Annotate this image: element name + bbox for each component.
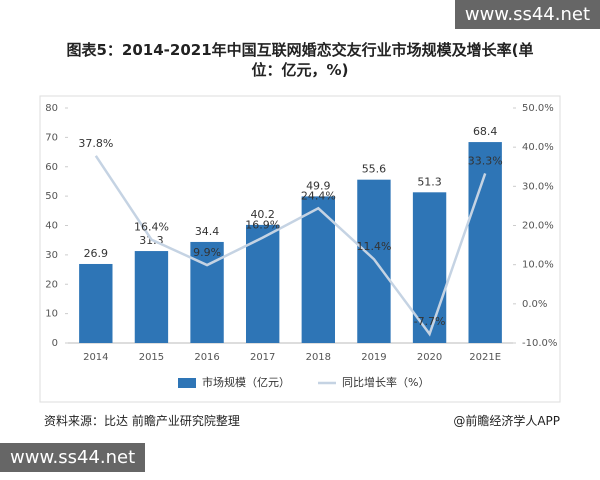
bar [79,263,113,343]
x-tick-label: 2015 [139,352,164,363]
legend-swatch [178,378,196,388]
x-tick-label: 2019 [361,352,386,363]
data-label: 11.4% [356,240,391,253]
x-tick-label: 2018 [306,352,331,363]
y2-tick-label: 50.0% [522,103,554,114]
chart-title: 图表5：2014-2021年中国互联网婚恋交友行业市场规模及增长率(单位：亿元，… [66,41,534,79]
data-label: 37.8% [78,137,113,150]
x-tick-label: 2020 [417,352,442,363]
bar [246,224,280,343]
y2-tick-label: -10.0% [522,338,557,349]
x-tick-label: 2021E [469,352,501,363]
data-label: 68.4 [473,125,498,138]
bar [301,196,335,343]
bar [357,179,391,343]
legend-label: 同比增长率（%） [342,375,429,389]
bar [468,142,502,343]
y2-tick-label: 0.0% [522,299,547,310]
legend-label: 市场规模（亿元） [202,375,290,389]
y-tick-label: 30 [45,250,58,261]
data-label: 49.9 [306,179,331,192]
x-tick-label: 2014 [83,352,108,363]
data-label: 26.9 [84,247,109,260]
y2-tick-label: 10.0% [522,260,554,271]
data-label: -7.7% [414,315,446,328]
y2-tick-label: 30.0% [522,181,554,192]
bar [134,251,169,343]
line [94,155,487,337]
x-tick-label: 2016 [194,352,219,363]
y-tick-label: 10 [45,309,58,320]
y-tick-label: 40 [45,221,58,232]
watermark: www.ss44.net [454,0,600,29]
y-tick-label: 50 [45,191,58,202]
y-tick-label: 20 [45,279,58,290]
y-tick-label: 70 [45,132,58,143]
y2-tick-label: 20.0% [522,221,554,232]
x-tick-label: 2017 [250,352,275,363]
source: 资料来源：比达 前瞻产业研究院整理 [44,414,240,428]
data-label: 55.6 [362,163,387,176]
y-tick-label: 80 [45,103,58,114]
data-label: 24.4% [301,189,336,202]
chart-frame [39,95,561,403]
data-label: 16.9% [245,219,280,232]
data-label: 34.4 [195,225,220,238]
data-label: 16.4% [134,221,169,234]
y2-tick-label: 40.0% [522,142,554,153]
watermark: www.ss44.net [0,443,146,472]
data-label: 40.2 [250,208,275,221]
y-tick-label: 60 [45,162,58,173]
credit: @前瞻经济学人APP [453,414,560,428]
data-label: 9.9% [193,246,221,259]
data-label: 51.3 [417,175,442,188]
y-tick-label: 0 [52,338,58,349]
data-label: 33.3% [468,154,503,167]
